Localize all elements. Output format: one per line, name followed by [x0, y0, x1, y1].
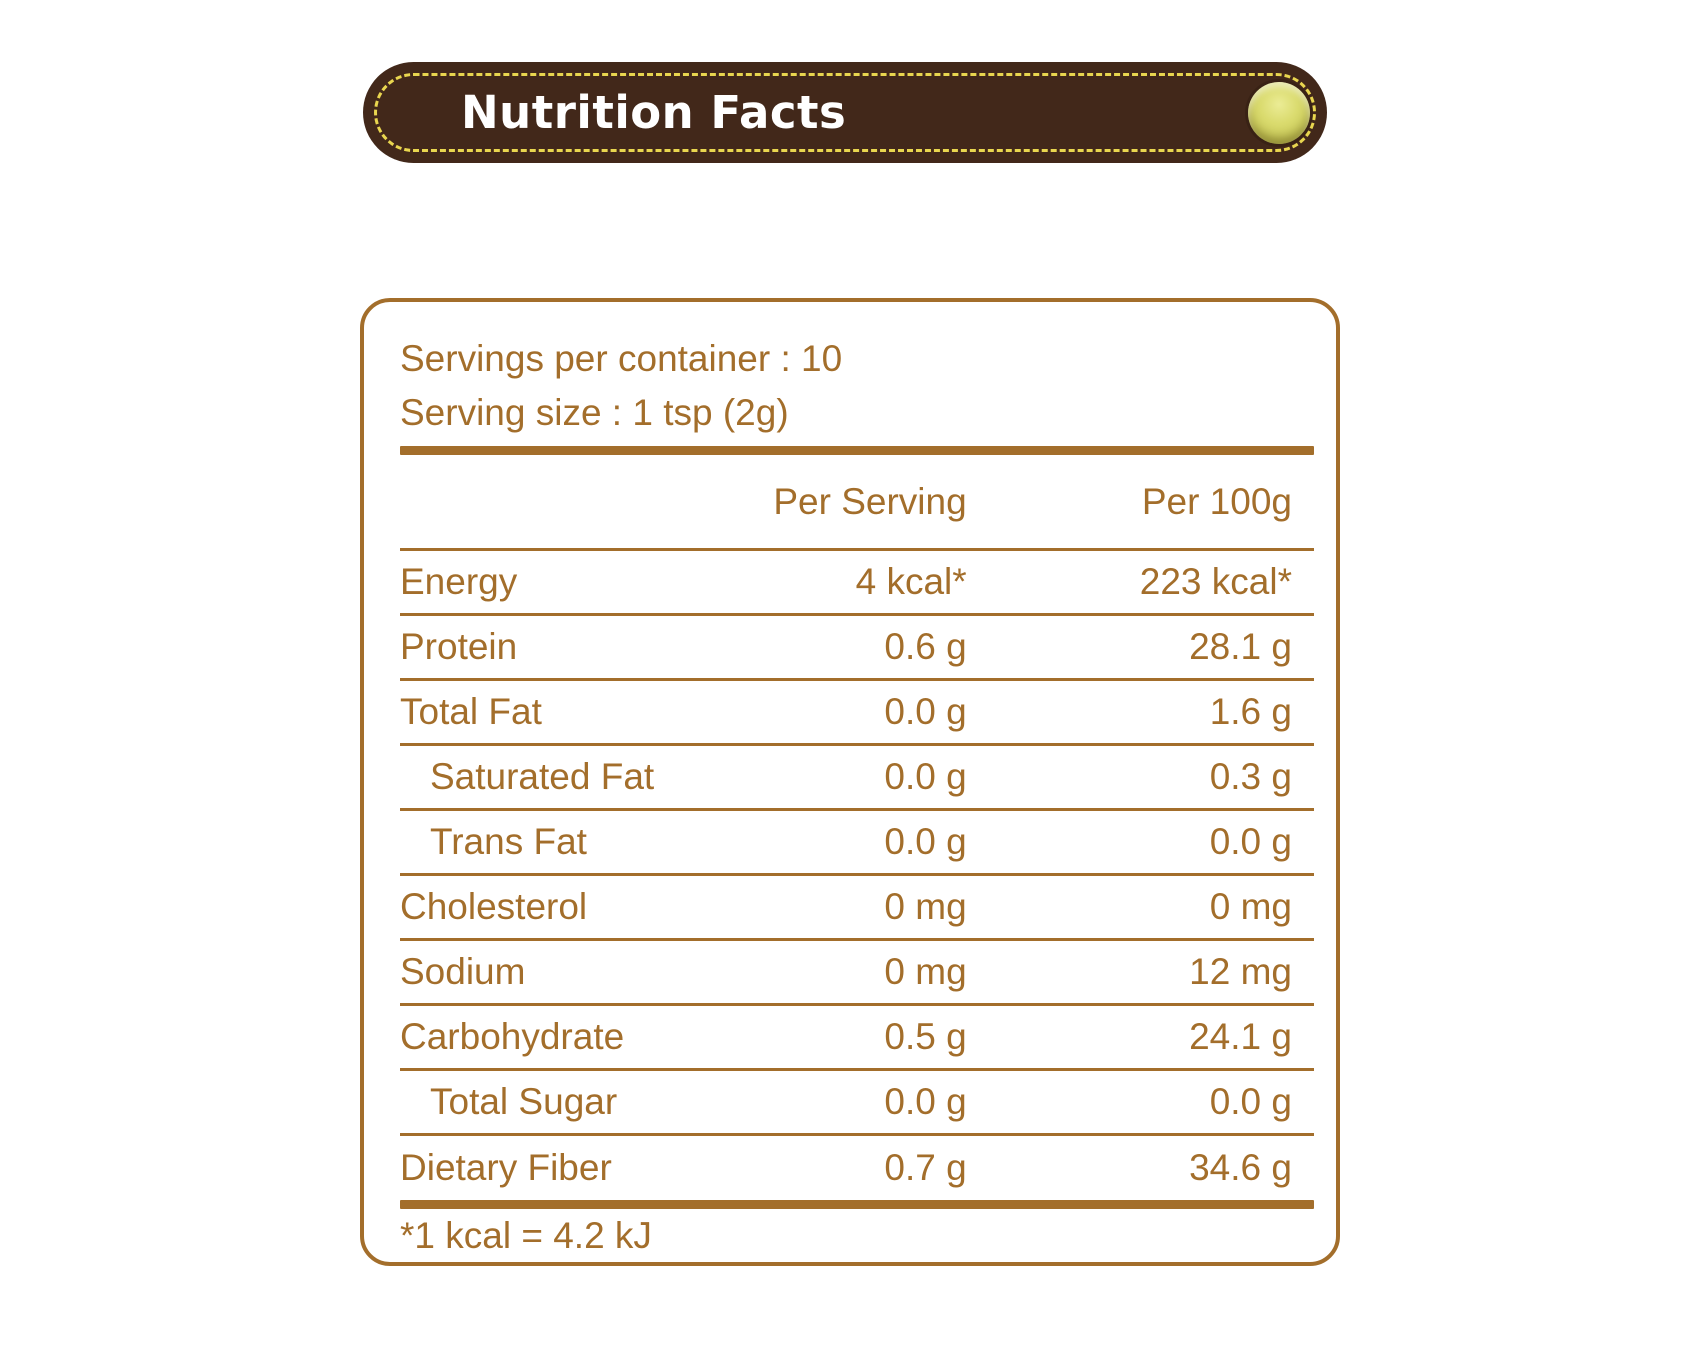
- table-row-cholesterol: Cholesterol 0 mg 0 mg: [400, 876, 1314, 941]
- value-per-100g: 223 kcal*: [1139, 561, 1292, 602]
- value-per-serving: 0.7 g: [884, 1147, 967, 1188]
- title-banner: Nutrition Facts: [363, 62, 1327, 163]
- row-label: Saturated Fat: [430, 756, 655, 797]
- circle-button-ornament-icon: [1248, 81, 1310, 144]
- row-label: Total Fat: [400, 691, 542, 732]
- value-per-serving: 0.6 g: [884, 626, 967, 667]
- table-header-row: Per Serving Per 100g: [400, 455, 1314, 551]
- page-title: Nutrition Facts: [461, 86, 847, 139]
- table-row-trans-fat: Trans Fat 0.0 g 0.0 g: [400, 811, 1314, 876]
- value-per-100g: 1.6 g: [1209, 691, 1292, 732]
- nutrition-table: Per Serving Per 100g Energy 4 kcal* 223 …: [400, 455, 1314, 1200]
- serving-info: Servings per container : 10 Serving size…: [400, 332, 1314, 440]
- value-per-100g: 12 mg: [1189, 951, 1292, 992]
- value-per-serving: 0 mg: [884, 886, 967, 927]
- table-row-sodium: Sodium 0 mg 12 mg: [400, 941, 1314, 1006]
- row-label: Energy: [400, 561, 518, 602]
- value-per-100g: 0.0 g: [1209, 1081, 1292, 1122]
- table-row-saturated-fat: Saturated Fat 0.0 g 0.3 g: [400, 746, 1314, 811]
- value-per-100g: 0 mg: [1209, 886, 1292, 927]
- row-label: Cholesterol: [400, 886, 588, 927]
- serving-size: Serving size : 1 tsp (2g): [400, 392, 789, 433]
- thick-divider-top: [400, 446, 1314, 455]
- value-per-serving: 0.0 g: [884, 1081, 967, 1122]
- table-row-total-sugar: Total Sugar 0.0 g 0.0 g: [400, 1071, 1314, 1136]
- row-label: Sodium: [400, 951, 526, 992]
- table-row-dietary-fiber: Dietary Fiber 0.7 g 34.6 g: [400, 1136, 1314, 1200]
- value-per-100g: 28.1 g: [1189, 626, 1292, 667]
- table-row-protein: Protein 0.6 g 28.1 g: [400, 616, 1314, 681]
- thick-divider-bottom: [400, 1200, 1314, 1209]
- row-label: Protein: [400, 626, 518, 667]
- stitched-border: Nutrition Facts: [374, 73, 1316, 152]
- row-label: Dietary Fiber: [400, 1147, 612, 1188]
- servings-per-container: Servings per container : 10: [400, 338, 843, 379]
- value-per-serving: 0.5 g: [884, 1016, 967, 1057]
- row-label: Total Sugar: [430, 1081, 618, 1122]
- row-label: Carbohydrate: [400, 1016, 625, 1057]
- value-per-serving: 0.0 g: [884, 821, 967, 862]
- row-label: Trans Fat: [430, 821, 587, 862]
- value-per-100g: 24.1 g: [1189, 1016, 1292, 1057]
- value-per-100g: 0.0 g: [1209, 821, 1292, 862]
- kcal-conversion-note: *1 kcal = 4.2 kJ: [400, 1214, 652, 1256]
- column-header-per-100g: Per 100g: [1141, 480, 1292, 522]
- value-per-serving: 4 kcal*: [855, 561, 967, 602]
- nutrition-table-card: Servings per container : 10 Serving size…: [360, 298, 1340, 1266]
- table-row-energy: Energy 4 kcal* 223 kcal*: [400, 551, 1314, 616]
- column-header-per-serving: Per Serving: [773, 480, 967, 522]
- value-per-100g: 34.6 g: [1189, 1147, 1292, 1188]
- table-row-carbohydrate: Carbohydrate 0.5 g 24.1 g: [400, 1006, 1314, 1071]
- table-row-total-fat: Total Fat 0.0 g 1.6 g: [400, 681, 1314, 746]
- value-per-100g: 0.3 g: [1209, 756, 1292, 797]
- value-per-serving: 0 mg: [884, 951, 967, 992]
- value-per-serving: 0.0 g: [884, 691, 967, 732]
- value-per-serving: 0.0 g: [884, 756, 967, 797]
